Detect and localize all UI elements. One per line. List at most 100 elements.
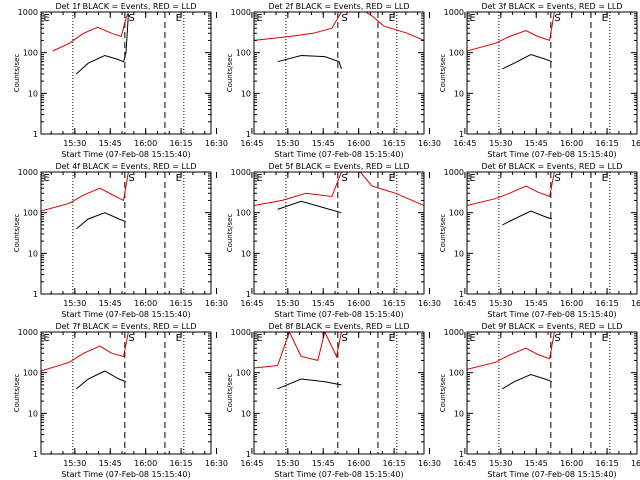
x-tick-label: 16:30 bbox=[418, 139, 441, 148]
x-tick-label: 16:00 bbox=[560, 139, 583, 148]
y-tick-label: 10 bbox=[454, 89, 464, 98]
y-tick-label: 1000 bbox=[18, 8, 38, 17]
y-tick-label: 100 bbox=[449, 369, 464, 378]
y-axis-label: Counts/sec bbox=[439, 214, 447, 253]
x-tick-label: 16:00 bbox=[560, 459, 583, 468]
y-tick-label: 1000 bbox=[231, 8, 251, 17]
x-tick-label: 16:15 bbox=[383, 459, 406, 468]
plot-frame bbox=[253, 11, 425, 135]
series-line bbox=[277, 200, 342, 214]
series-line bbox=[41, 332, 129, 372]
segment-marker-label: E bbox=[389, 173, 395, 184]
x-tick-label: 16:30 bbox=[205, 139, 228, 148]
segment-marker-label: E bbox=[43, 173, 49, 184]
detector-panel: Det 8f BLACK = Events, RED = LLD E S E 1 10 10… bbox=[226, 322, 476, 479]
y-tick-label: 10 bbox=[28, 89, 38, 98]
series-line bbox=[76, 13, 129, 75]
panel-title: Det 1f BLACK = Events, RED = LLD bbox=[55, 2, 196, 11]
x-tick-label: 16:00 bbox=[134, 299, 157, 308]
y-tick-label: 100 bbox=[236, 209, 251, 218]
x-tick-label: 16:45 bbox=[240, 459, 263, 468]
x-tick-label: 16:30 bbox=[418, 459, 441, 468]
y-axis-label: Counts/sec bbox=[226, 214, 234, 253]
y-tick-label: 10 bbox=[454, 409, 464, 418]
segment-marker-label: S bbox=[341, 333, 347, 344]
y-tick-label: 100 bbox=[236, 369, 251, 378]
x-tick-label: 15:30 bbox=[489, 299, 512, 308]
x-tick-label: 16:30 bbox=[205, 459, 228, 468]
x-tick-label: 16:30 bbox=[631, 299, 640, 308]
y-tick-label: 1000 bbox=[231, 328, 251, 337]
x-tick-label: 16:30 bbox=[631, 139, 640, 148]
plot-frame bbox=[466, 171, 638, 295]
y-tick-label: 10 bbox=[28, 249, 38, 258]
x-tick-label: 15:45 bbox=[99, 459, 122, 468]
panel-title: Det 9f BLACK = Events, RED = LLD bbox=[481, 322, 622, 331]
plot-frame bbox=[466, 11, 638, 135]
panel-title: Det 4f BLACK = Events, RED = LLD bbox=[55, 162, 196, 171]
x-tick-label: 16:00 bbox=[347, 299, 370, 308]
y-tick-label: 10 bbox=[241, 409, 251, 418]
x-tick-label: 16:45 bbox=[240, 299, 263, 308]
x-axis-label: Start Time (07-Feb-08 15:15:40) bbox=[274, 470, 403, 479]
x-tick-label: 16:15 bbox=[170, 299, 193, 308]
x-axis-label: Start Time (07-Feb-08 15:15:40) bbox=[274, 310, 403, 319]
x-axis-label: Start Time (07-Feb-08 15:15:40) bbox=[61, 470, 190, 479]
plot-frame bbox=[40, 11, 212, 135]
segment-marker-label: E bbox=[602, 13, 608, 24]
segment-marker-label: S bbox=[554, 173, 560, 184]
segment-marker-label: E bbox=[176, 173, 182, 184]
x-tick-label: 16:15 bbox=[596, 459, 619, 468]
x-tick-label: 15:30 bbox=[489, 459, 512, 468]
x-tick-label: 15:30 bbox=[276, 459, 299, 468]
panel-title: Det 6f BLACK = Events, RED = LLD bbox=[481, 162, 622, 171]
segment-marker-label: E bbox=[602, 333, 608, 344]
y-axis-label: Counts/sec bbox=[439, 54, 447, 93]
panel-title: Det 8f BLACK = Events, RED = LLD bbox=[268, 322, 409, 331]
y-tick-label: 1 bbox=[459, 450, 464, 459]
x-tick-label: 15:45 bbox=[312, 139, 335, 148]
y-tick-label: 1000 bbox=[231, 168, 251, 177]
x-tick-label: 15:30 bbox=[63, 299, 86, 308]
x-tick-label: 16:30 bbox=[205, 299, 228, 308]
x-axis-label: Start Time (07-Feb-08 15:15:40) bbox=[487, 150, 616, 159]
y-tick-label: 10 bbox=[28, 409, 38, 418]
x-tick-label: 16:00 bbox=[560, 299, 583, 308]
series-line bbox=[254, 172, 424, 206]
x-tick-label: 16:15 bbox=[596, 299, 619, 308]
y-tick-label: 100 bbox=[23, 209, 38, 218]
x-tick-label: 16:00 bbox=[134, 139, 157, 148]
series-line bbox=[502, 53, 553, 70]
y-tick-label: 1 bbox=[246, 450, 251, 459]
segment-marker-label: E bbox=[602, 173, 608, 184]
segment-marker-label: S bbox=[128, 173, 134, 184]
x-axis-label: Start Time (07-Feb-08 15:15:40) bbox=[61, 150, 190, 159]
y-tick-label: 1000 bbox=[444, 168, 464, 177]
y-tick-label: 1000 bbox=[18, 168, 38, 177]
x-tick-label: 15:45 bbox=[312, 459, 335, 468]
x-tick-label: 15:45 bbox=[525, 299, 548, 308]
x-tick-label: 15:30 bbox=[63, 459, 86, 468]
x-tick-label: 15:45 bbox=[312, 299, 335, 308]
series-line bbox=[467, 172, 555, 206]
x-tick-label: 16:30 bbox=[631, 459, 640, 468]
series-line bbox=[502, 210, 553, 226]
x-tick-label: 16:45 bbox=[240, 139, 263, 148]
segment-marker-label: E bbox=[389, 333, 395, 344]
x-tick-label: 16:15 bbox=[383, 299, 406, 308]
segment-marker-label: S bbox=[554, 13, 560, 24]
x-axis-label: Start Time (07-Feb-08 15:15:40) bbox=[274, 150, 403, 159]
y-tick-label: 10 bbox=[454, 249, 464, 258]
series-line bbox=[254, 12, 424, 41]
y-axis-label: Counts/sec bbox=[13, 374, 21, 413]
plot-frame bbox=[40, 171, 212, 295]
segment-marker-label: E bbox=[256, 13, 262, 24]
segment-marker-label: E bbox=[469, 13, 475, 24]
detector-panel: Det 2f BLACK = Events, RED = LLD E S E 1 10 10… bbox=[226, 2, 476, 159]
x-tick-label: 15:30 bbox=[276, 139, 299, 148]
detector-panel: Det 5f BLACK = Events, RED = LLD E S E 1 10 10… bbox=[226, 162, 476, 319]
y-tick-label: 100 bbox=[236, 49, 251, 58]
x-tick-label: 16:45 bbox=[453, 459, 476, 468]
x-tick-label: 16:15 bbox=[383, 139, 406, 148]
